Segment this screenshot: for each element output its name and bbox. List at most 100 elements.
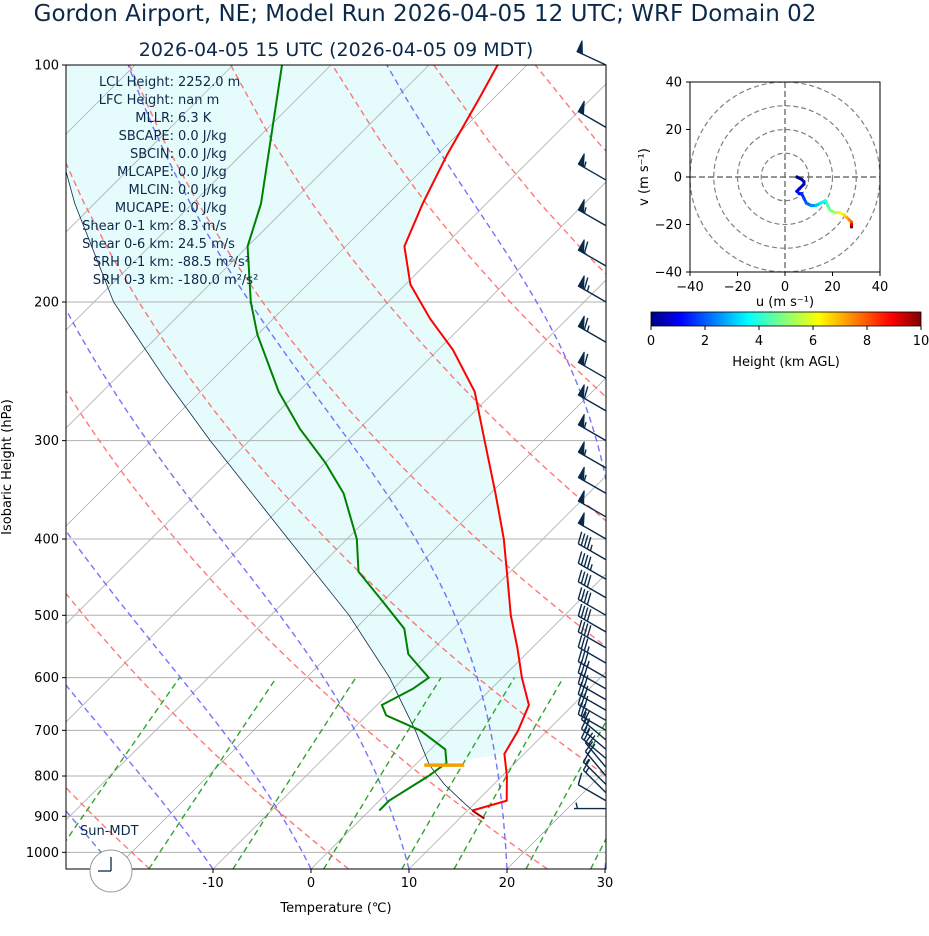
parameter-label: LCL Height: [99,75,174,90]
colorbar-gradient [650,311,922,327]
isotherm-line [310,573,606,869]
barb-full [580,605,586,618]
barb-full [583,554,589,567]
wind-barb [577,275,607,303]
dry-adiabat [66,786,151,869]
ytick-label: 900 [34,810,59,825]
barb-full [583,638,589,651]
hodo-ytick-label: 20 [665,123,682,138]
hodograph-point [795,175,799,179]
barb-staff [577,713,607,731]
barb-full [577,531,583,544]
wind-barb [577,531,607,561]
barb-full [583,590,589,604]
barb-staff [577,581,607,599]
xtick-label: -10 [202,876,223,891]
hodograph-point [804,201,808,205]
wind-barb [577,512,607,540]
barb-half [583,474,587,482]
hodograph-point [838,211,842,215]
temperature-profile [403,65,530,812]
mixing-ratio-line [453,677,564,869]
hodograph-point [809,203,813,208]
barb-staff [577,646,607,664]
parameter-label: SBCAPE: [119,129,174,144]
barb-full [577,772,583,785]
barb-staff [581,728,607,750]
xtick-label: 10 [401,876,418,891]
wind-barb [577,587,607,616]
parameter-value: 0.0 J/kg [178,183,227,198]
barb-staff [577,631,607,649]
parameter-value: nan m [178,93,219,108]
hodograph-point [842,213,846,217]
mixing-ratio-line [525,720,606,869]
isotherm-line [66,65,528,527]
hodo-xtick-label: 40 [872,280,889,295]
hodograph-point [847,218,851,222]
colorbar-tick-label: 0 [647,334,655,349]
barb-staff [581,737,607,760]
barb-staff [584,751,607,777]
wind-barb [577,351,607,379]
barb-full [577,635,583,648]
hodograph-point [797,192,801,196]
parameter-label: MLLR: [135,111,174,126]
barb-full [580,651,586,664]
hodograph-point [819,201,823,205]
barb-full [583,573,589,586]
cape-shading [66,65,529,766]
hodograph-point [795,189,799,193]
barb-full [583,317,589,330]
barb-staff [584,742,607,768]
barb-staff [577,672,607,690]
barb-full [583,353,589,366]
dry-adiabat [128,65,606,648]
isotherm-line [66,65,332,331]
barb-full [577,603,583,617]
moist-adiabat [66,809,116,869]
wind-barb [577,772,607,802]
parameter-label: SBCIN: [130,147,174,162]
ytick-label: 100 [34,59,59,74]
hodograph-point [800,177,804,181]
barb-full [586,609,592,622]
barb-staff [577,562,607,580]
mixing-ratio-line [401,677,515,869]
barb-half [586,718,591,725]
barb-flag [577,275,585,290]
hodograph-point [828,208,832,212]
barb-full [580,533,586,546]
barb-half [586,325,590,332]
barb-full [586,556,592,569]
wind-barbs [574,40,607,810]
barb-full [586,574,592,588]
xtick-label: 30 [597,876,614,891]
hodograph-point [823,199,827,203]
hodograph-point [833,211,837,215]
parameter-value: 0.0 J/kg [178,129,227,144]
wind-barb [576,40,607,66]
ytick-label: 800 [34,770,59,785]
moist-adiabat [66,529,312,869]
barb-flag [576,40,583,55]
barb-full [583,710,591,722]
wind-barb [577,649,607,679]
parameter-label: MUCAPE: [115,201,174,216]
moist-adiabat [386,65,606,869]
wind-barb [577,490,607,518]
wind-barb [577,315,607,343]
hodograph-point [802,180,806,184]
parameter-value: 8.3 m/s [178,219,227,234]
isotherm-line [114,377,606,869]
barb-half [583,422,587,429]
ytick-label: 1000 [26,846,59,861]
hodograph-ylabel: v (m s⁻¹) [637,148,652,206]
dry-adiabat [230,65,606,522]
barb-flag [577,512,585,527]
sounding-parameters: LCL Height: 2252.0 m LFC Height: nan m MLLR:… [82,75,258,288]
hodograph-point [800,192,804,196]
parameter-value: -180.0 m²/s² [178,273,258,288]
barb-full [583,623,589,636]
wind-barb [577,414,607,442]
